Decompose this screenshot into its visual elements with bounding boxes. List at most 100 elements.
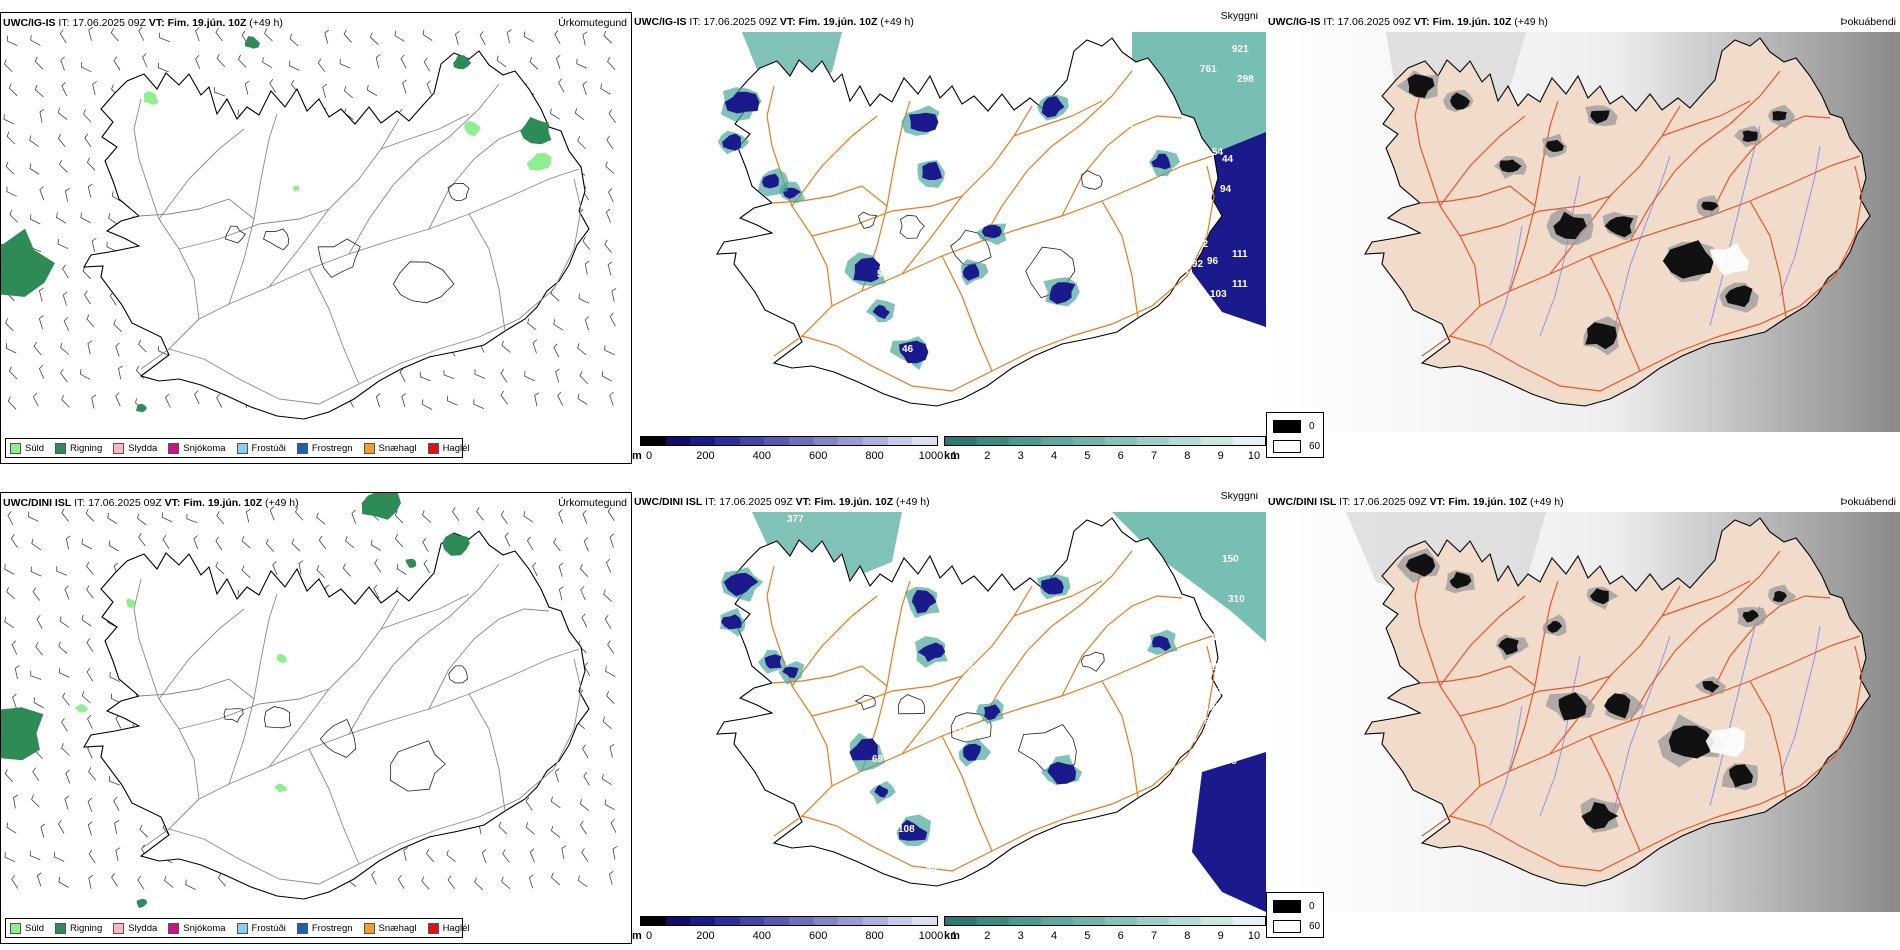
- road: [1439, 115, 1526, 207]
- road: [308, 268, 360, 385]
- road: [1414, 85, 1481, 307]
- wind-barb: [316, 565, 325, 578]
- wind-barb: [426, 80, 432, 95]
- legend-label: Súld: [25, 442, 45, 454]
- fog-indicator-high: [1590, 110, 1610, 124]
- precip-type-legend: Súld Rigning Slydda Snjókoma Frostúði Frostre…: [5, 438, 470, 458]
- river: [1779, 145, 1821, 297]
- wind-barb: [574, 108, 585, 121]
- road: [941, 735, 993, 852]
- wind-barb: [579, 564, 589, 577]
- colorbar-segment: [665, 437, 691, 445]
- precip-area: [74, 704, 88, 713]
- road: [1629, 550, 1781, 722]
- wind-barb: [525, 796, 533, 811]
- wind-barb: [216, 393, 223, 408]
- wind-barb: [87, 797, 93, 812]
- road: [168, 178, 582, 405]
- road: [1439, 595, 1526, 687]
- fog-indicator-high: [1581, 802, 1619, 830]
- wind-barb: [63, 317, 70, 332]
- wind-barb: [603, 30, 613, 44]
- low-cloud-patch: [724, 91, 760, 114]
- colorbar-segment: [838, 437, 864, 445]
- cloud-base-label: 78: [926, 866, 938, 877]
- cloud-base-colorbar: m 0 200 400 600 800 1000: [632, 916, 943, 944]
- wind-barb: [107, 512, 118, 525]
- fog-indicator-high: [1558, 692, 1587, 721]
- wind-barb: [108, 540, 119, 552]
- wind-barb: [272, 561, 278, 576]
- river: [1779, 625, 1821, 777]
- road: [468, 693, 506, 812]
- wind-barb: [609, 743, 615, 758]
- legend-swatch: [168, 922, 180, 934]
- fog-indicator-high: [1545, 140, 1564, 152]
- wind-barb: [165, 393, 171, 408]
- precip-area: [293, 185, 300, 192]
- wind-barb: [527, 318, 537, 331]
- cloud-base-label: 248: [742, 524, 759, 535]
- wind-barb: [35, 642, 43, 656]
- wind-barb: [479, 31, 486, 46]
- wind-barb: [139, 824, 149, 838]
- precip-area: [1, 228, 55, 297]
- wind-barb: [34, 56, 44, 70]
- fog-indicator-high: [1729, 764, 1753, 788]
- legend-item-súld: Súld: [10, 922, 44, 934]
- legend-swatch: [296, 922, 308, 934]
- precip-area: [1, 707, 44, 761]
- low-cloud-patch: [1041, 96, 1065, 118]
- wind-barb: [289, 33, 299, 47]
- legend-item-súld: Súld: [10, 442, 45, 454]
- wind-barb: [31, 538, 42, 551]
- wind-barb: [498, 821, 508, 835]
- wind-barb: [158, 62, 169, 73]
- fog-indicator-high: [1585, 322, 1617, 350]
- wind-barb: [604, 239, 613, 254]
- cloud-base-label: 92: [1192, 259, 1204, 270]
- wind-barb: [4, 769, 13, 783]
- road: [1661, 100, 1751, 137]
- colorbar-tick: 400: [752, 450, 771, 462]
- road: [1629, 70, 1781, 242]
- legend-item-frostúði: Frostúði: [236, 442, 286, 454]
- wind-barb: [526, 536, 534, 551]
- colorbar-tick: 1: [950, 450, 958, 462]
- legend-item-snjókoma: Snjókoma: [168, 922, 226, 934]
- colorbar-segment: [1201, 437, 1233, 445]
- wind-barb: [374, 558, 382, 573]
- low-cloud-patch: [962, 743, 982, 761]
- precip-map: [1, 26, 617, 420]
- wind-barb: [38, 287, 44, 302]
- vt-label: VT:: [148, 17, 165, 29]
- colorbar-tick: 5: [1084, 930, 1091, 942]
- fog-swatch-0: [1273, 420, 1301, 433]
- wind-barb: [601, 370, 613, 382]
- fog-panel-row1: UWC/IG-IS IT: 17.06.2025 09Z VT: Fim. 19…: [1266, 12, 1900, 464]
- road: [1101, 680, 1139, 799]
- wind-barb: [79, 369, 91, 380]
- wind-barb: [65, 769, 71, 784]
- wind-barb: [3, 114, 15, 125]
- glacier-outline: [1081, 170, 1103, 190]
- it-value: 17.06.2025 09Z: [72, 17, 146, 29]
- wind-barb: [555, 368, 560, 383]
- colorbar-tick: 600: [809, 930, 828, 942]
- colorbar-tick: 200: [696, 450, 715, 462]
- lead-time: (+49 h): [249, 17, 283, 29]
- wind-barb: [5, 318, 14, 332]
- wind-barb: [32, 392, 39, 407]
- wind-barb: [58, 819, 65, 834]
- fog-indicator-high: [1449, 572, 1472, 589]
- fog-indicator-high: [1589, 588, 1609, 605]
- legend-swatch: [296, 442, 308, 454]
- road: [1459, 195, 1611, 237]
- low-cloud-patch: [874, 784, 889, 798]
- colorbar-segment: [789, 437, 814, 445]
- low-cloud-patch: [1152, 635, 1171, 652]
- legend-label: Slydda: [128, 442, 158, 454]
- wind-barb: [345, 536, 355, 549]
- wind-barb: [452, 507, 460, 521]
- wind-barb: [576, 58, 588, 69]
